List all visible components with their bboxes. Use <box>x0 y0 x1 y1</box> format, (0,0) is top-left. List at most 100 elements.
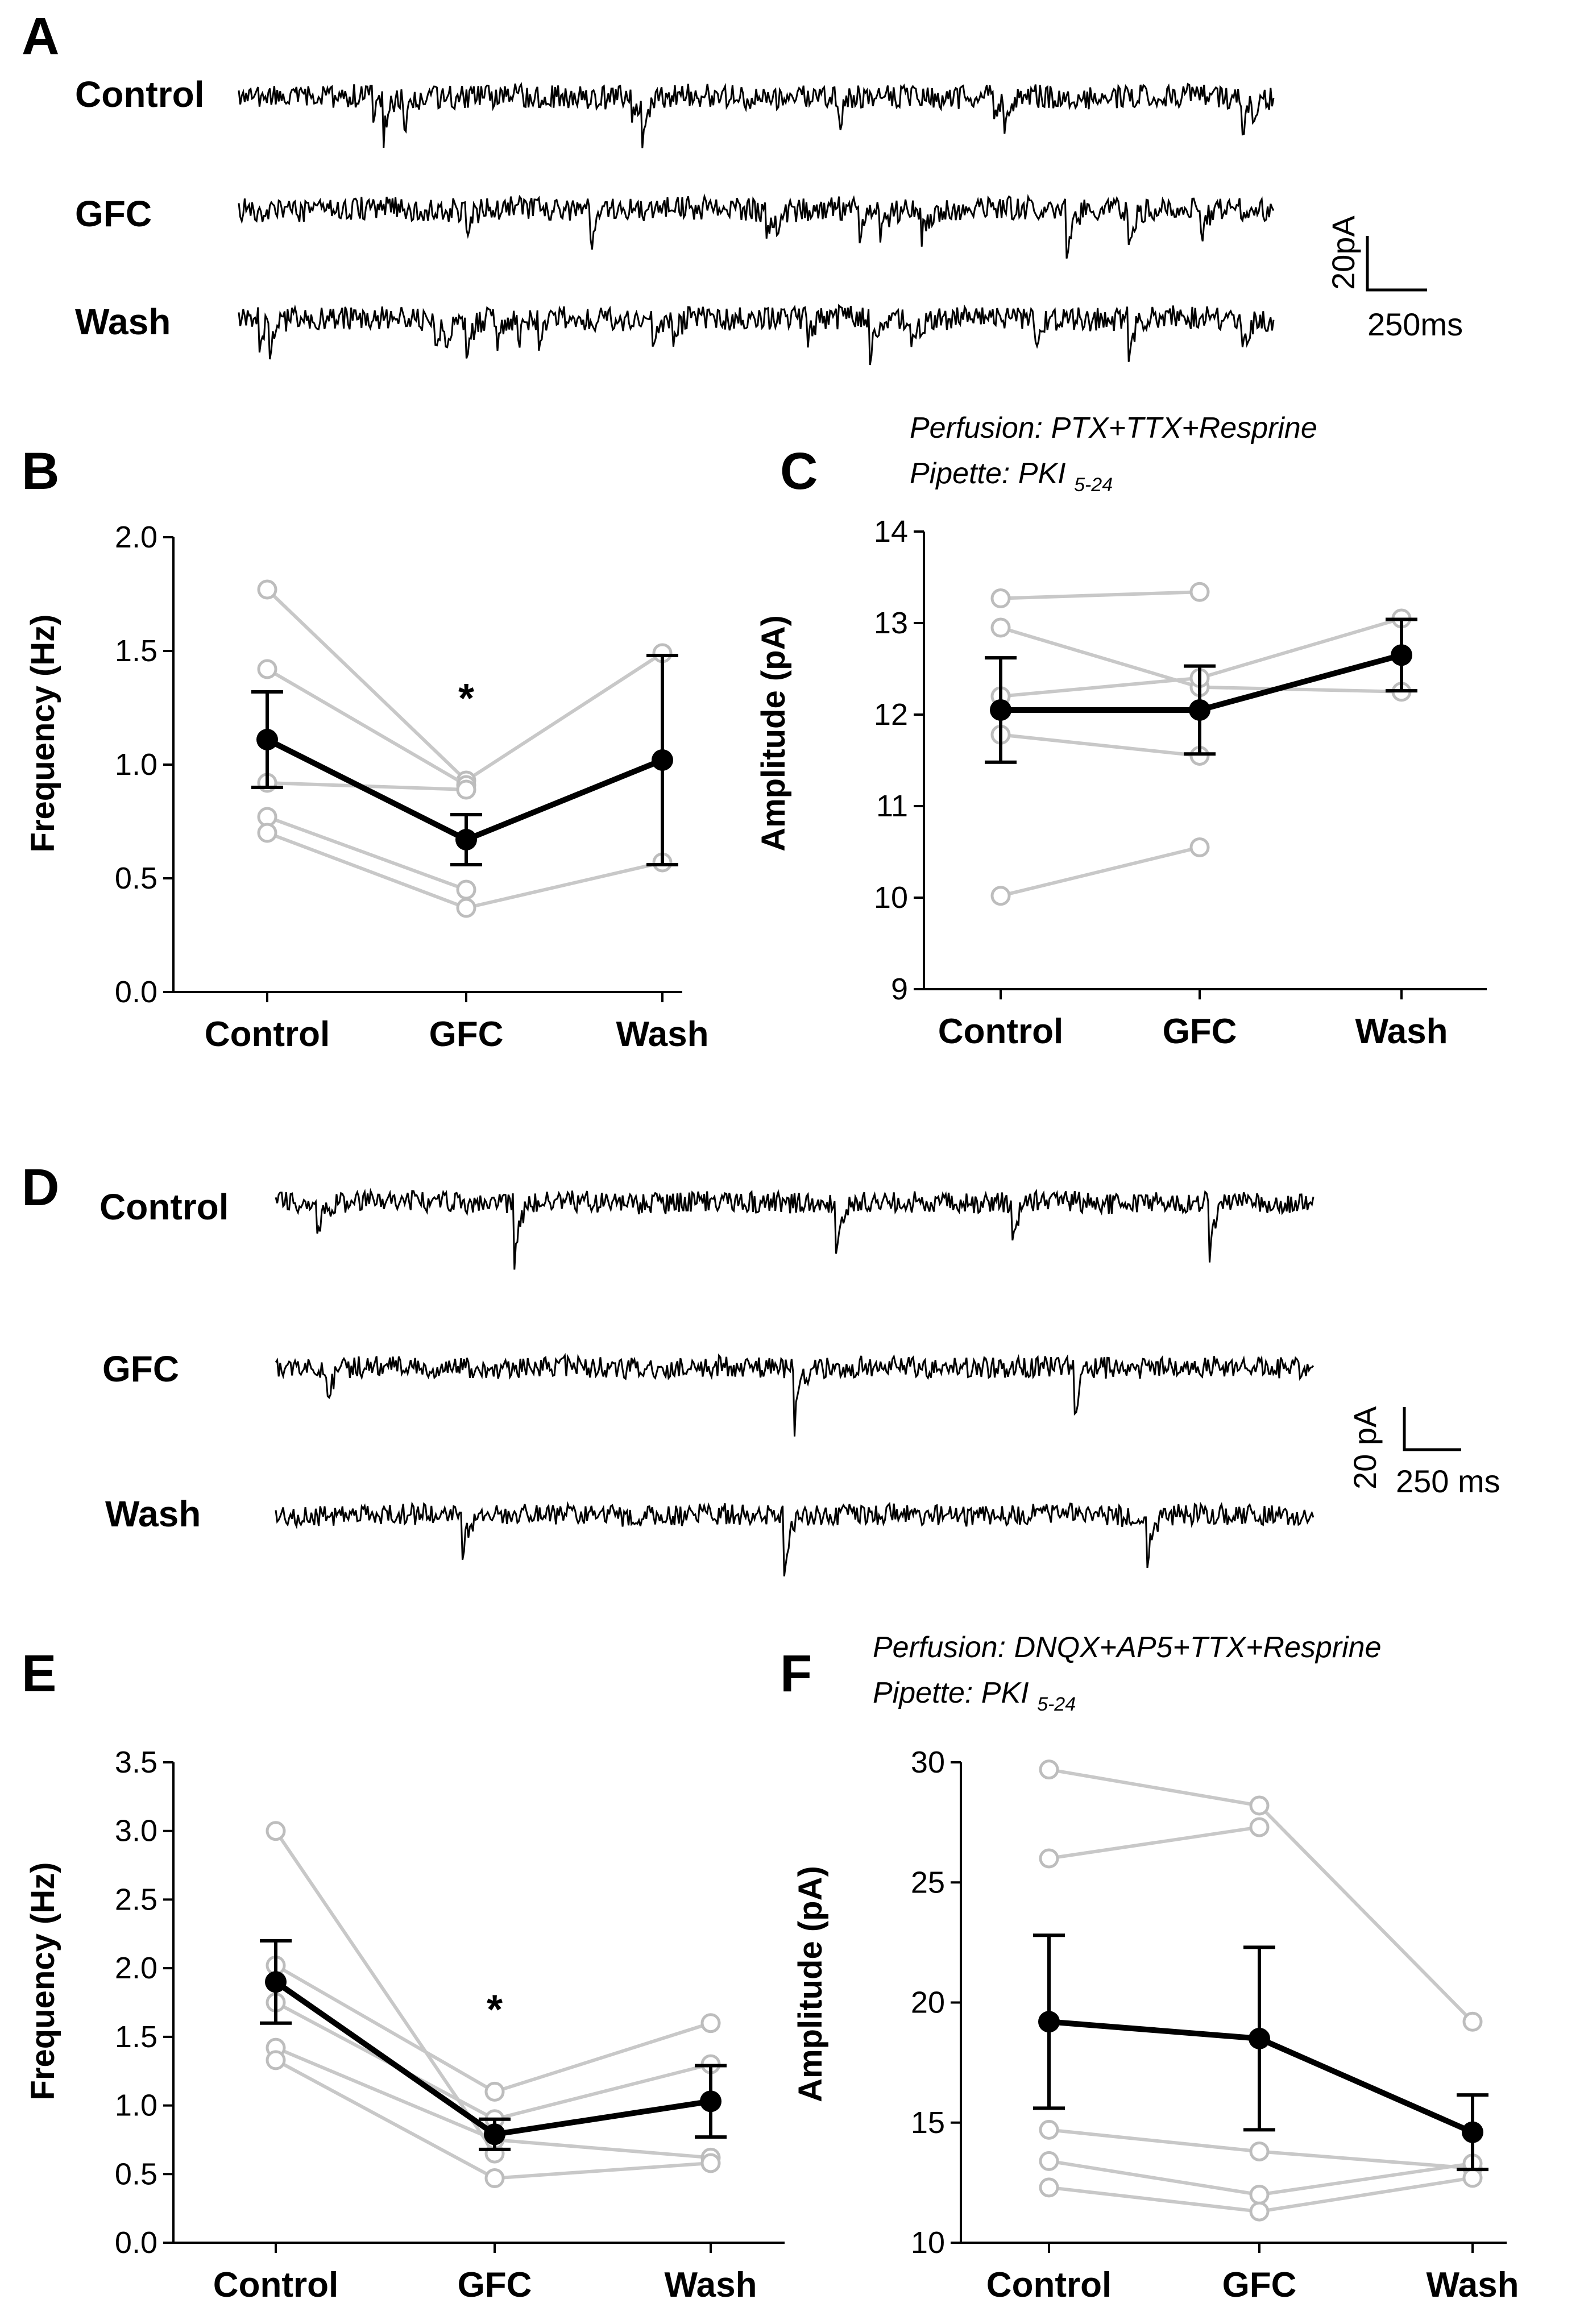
individual-line-e <box>275 2046 496 2142</box>
x-category-label-f: GFC <box>1222 2265 1297 2305</box>
individual-line-f <box>1048 2185 1260 2214</box>
mean-point-e <box>484 2123 505 2145</box>
scale-y-label-d: 20 pA <box>1347 1406 1383 1489</box>
individual-line-f <box>1048 1767 1260 1808</box>
individual-line-c <box>1000 733 1200 758</box>
y-axis-label-f: Amplitude (pA) <box>792 1866 829 2102</box>
y-tick-label-e: 1.0 <box>115 2089 157 2123</box>
individual-line-f <box>1259 2176 1473 2214</box>
individual-point-c <box>990 588 1011 609</box>
individual-point-f <box>1249 2141 1270 2161</box>
chart-b: Frequency (Hz) 0.0 0.5 1.0 1.5 2.0 Control GFC… <box>24 520 709 1054</box>
panel-label-d: D <box>22 1159 59 1217</box>
significance-marker-b: * <box>458 676 474 721</box>
perfusion-note-c: Perfusion: PTX+TTX+Resprine <box>910 412 1317 445</box>
panel-label-c: C <box>780 442 818 500</box>
x-category-label-b: Wash <box>616 1015 708 1054</box>
individual-point-f <box>1039 1759 1059 1780</box>
x-category-label-c: GFC <box>1163 1012 1237 1051</box>
individual-point-c <box>990 886 1011 906</box>
mean-point-c <box>1189 699 1210 721</box>
y-tick-label-c: 13 <box>874 606 908 640</box>
y-tick-label-c: 11 <box>876 789 908 823</box>
individual-point-f <box>1039 2177 1059 2198</box>
individual-line-f <box>1258 1804 1474 2023</box>
x-category-label-c: Wash <box>1355 1012 1448 1051</box>
trace-a-wash <box>238 304 1275 366</box>
individual-line-b <box>266 588 468 782</box>
mean-point-e <box>700 2090 721 2113</box>
mean-point-c <box>1391 644 1412 666</box>
individual-line-c <box>1199 685 1402 694</box>
mean-point-f <box>1462 2121 1483 2143</box>
pipette-note-c: Pipette: PKI 5-24 <box>910 457 1113 496</box>
panel-label-a: A <box>22 7 59 65</box>
y-tick-label-c: 12 <box>874 698 908 732</box>
perfusion-note-f: Perfusion: DNQX+AP5+TTX+Resprine <box>873 1631 1382 1664</box>
trace-label-d-wash: Wash <box>105 1493 201 1534</box>
individual-line-b <box>266 831 467 910</box>
trace-label-a-control: Control <box>75 74 205 115</box>
x-category-label-e: Wash <box>664 2265 757 2305</box>
x-category-label-f: Control <box>986 2265 1112 2305</box>
trace-label-d-gfc: GFC <box>102 1348 179 1389</box>
individual-point-b <box>257 579 277 600</box>
x-category-label-b: GFC <box>429 1015 504 1054</box>
individual-point-f <box>1039 2119 1059 2140</box>
chart-f: Amplitude (pA) 10 15 20 25 30 Control GFC Wash <box>792 1745 1519 2305</box>
scale-x-label-d: 250 ms <box>1396 1463 1500 1499</box>
individual-point-b <box>257 823 277 843</box>
individual-point-e <box>266 1821 286 1841</box>
individual-point-c <box>990 617 1011 638</box>
trace-label-a-gfc: GFC <box>75 193 152 234</box>
individual-point-b <box>456 779 476 800</box>
trace-d-gfc <box>275 1352 1315 1437</box>
individual-line-f <box>1259 2161 1473 2197</box>
individual-line-b <box>267 781 467 791</box>
chart-e: Frequency (Hz) 0.0 0.5 1.0 1.5 2.0 2.5 3.0 3.5 C… <box>24 1745 785 2305</box>
x-category-label-b: Control <box>205 1015 330 1054</box>
individual-line-c <box>1199 617 1402 680</box>
scale-bar-a <box>1366 236 1427 292</box>
individual-line-b <box>266 667 467 787</box>
individual-line-e <box>275 1964 496 2094</box>
mean-point-f <box>1249 2027 1270 2049</box>
significance-marker-e: * <box>487 1987 503 2032</box>
y-tick-label-e: 3.5 <box>115 1745 157 1779</box>
individual-line-b <box>466 861 663 910</box>
y-tick-label-b: 1.0 <box>115 748 157 782</box>
individual-point-b <box>257 659 277 679</box>
y-tick-label-b: 0.5 <box>115 861 157 895</box>
trace-d-wash <box>275 1501 1315 1576</box>
y-tick-label-e: 3.0 <box>115 1814 157 1848</box>
individual-line-e <box>274 1830 496 2155</box>
y-tick-label-c: 10 <box>874 881 908 915</box>
individual-point-b <box>456 898 476 918</box>
individual-point-f <box>1039 1848 1059 1869</box>
trace-a-gfc <box>238 193 1275 259</box>
trace-label-d-control: Control <box>99 1186 229 1227</box>
individual-point-f <box>1249 1795 1270 1816</box>
y-axis-label-c: Amplitude (pA) <box>755 615 792 852</box>
individual-point-f <box>1039 2151 1059 2171</box>
mean-point-b <box>455 829 477 850</box>
scale-x-label-a: 250ms <box>1367 306 1463 342</box>
individual-line-e <box>494 2062 711 2121</box>
x-category-label-c: Control <box>938 1012 1063 1051</box>
individual-point-c <box>1189 837 1210 857</box>
y-tick-label-b: 1.5 <box>115 634 157 668</box>
x-category-label-e: GFC <box>458 2265 532 2305</box>
panel-label-e: E <box>22 1645 56 1703</box>
y-tick-label-b: 0.0 <box>115 975 157 1009</box>
individual-line-f <box>1048 2128 1260 2153</box>
individual-point-e <box>484 2081 505 2102</box>
x-category-label-e: Control <box>213 2265 338 2305</box>
mean-point-f <box>1038 2011 1060 2033</box>
individual-point-e <box>484 2168 505 2189</box>
individual-point-f <box>1249 2201 1270 2222</box>
y-tick-label-e: 0.5 <box>115 2157 157 2191</box>
individual-line-c <box>1000 626 1200 689</box>
y-tick-label-b: 2.0 <box>115 520 157 554</box>
individual-line-e <box>494 2021 711 2094</box>
